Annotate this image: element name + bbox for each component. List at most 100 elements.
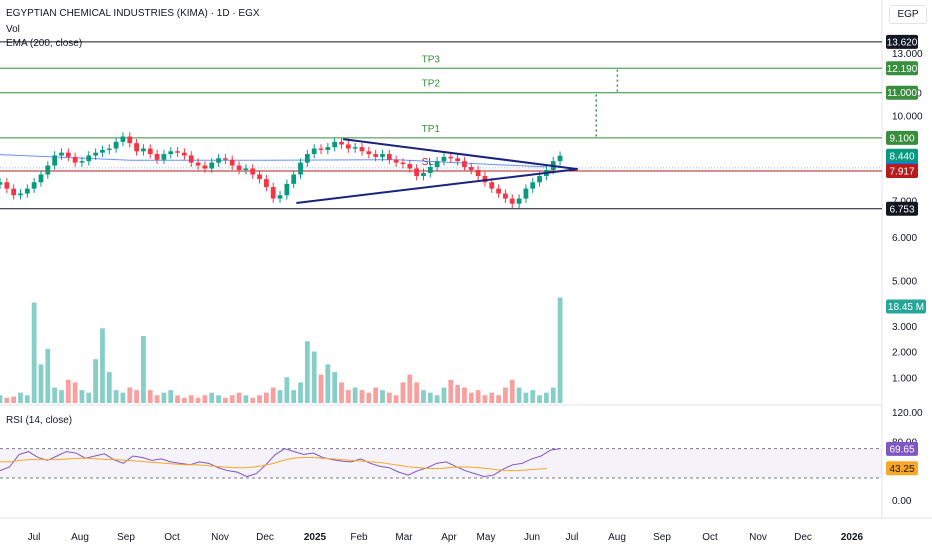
- candle-body: [257, 174, 262, 180]
- volume-tick-label: 3.000: [892, 322, 917, 333]
- volume-bar: [18, 392, 23, 403]
- volume-bar: [489, 392, 495, 403]
- volume-tick-label: 2.000: [892, 348, 917, 359]
- volume-bar: [298, 382, 303, 403]
- candle-body: [188, 155, 194, 163]
- volume-bar: [523, 392, 529, 403]
- candle-body: [134, 143, 139, 152]
- volume-legend[interactable]: Vol: [6, 24, 20, 35]
- volume-bar: [277, 390, 283, 403]
- volume-bar: [509, 379, 515, 403]
- volume-bar: [86, 392, 92, 403]
- price-badge-sl-text: 7.917: [889, 166, 914, 177]
- candle-body: [325, 147, 331, 150]
- volume-bar: [537, 395, 542, 403]
- volume-bar: [325, 364, 331, 403]
- candle-body: [421, 172, 426, 177]
- volume-bar: [448, 379, 454, 403]
- volume-bar: [93, 359, 99, 403]
- volume-bar: [373, 387, 379, 403]
- rsi-legend[interactable]: RSI (14, close): [6, 415, 73, 426]
- currency-button[interactable]: EGP: [889, 5, 927, 24]
- volume-bar: [229, 395, 235, 403]
- candle-body: [291, 174, 297, 184]
- volume-bar: [550, 387, 556, 403]
- candle-body: [31, 182, 37, 189]
- volume-bar: [352, 387, 358, 403]
- price-badge-tp1: [886, 130, 918, 145]
- volume-bar: [386, 392, 392, 403]
- time-tick-label: Feb: [350, 532, 368, 543]
- volume-bar: [24, 395, 30, 403]
- time-tick-label: Nov: [749, 532, 767, 543]
- time-tick-label: Apr: [441, 532, 457, 543]
- volume-bar: [482, 395, 488, 403]
- volume-bar: [366, 392, 372, 403]
- price-badge-tp1-text: 9.100: [889, 133, 914, 144]
- candle-body: [462, 161, 467, 168]
- volume-bar: [100, 328, 105, 403]
- candle-body: [195, 162, 201, 166]
- candle-body: [65, 152, 71, 157]
- time-tick-label: Dec: [794, 532, 812, 543]
- volume-bar: [113, 390, 119, 403]
- volume-bar: [393, 395, 399, 403]
- candle-body: [93, 152, 99, 156]
- level-text-tp2: TP2: [422, 79, 441, 90]
- candle-body: [38, 174, 44, 183]
- candle-body: [277, 195, 283, 199]
- volume-bar: [72, 382, 78, 403]
- candle-body: [175, 151, 180, 153]
- rsi-band: [0, 448, 882, 478]
- candle-body: [373, 154, 379, 157]
- volume-bar: [141, 336, 146, 403]
- volume-bar: [209, 392, 215, 403]
- time-tick-label: May: [477, 532, 496, 543]
- volume-bar: [516, 387, 522, 403]
- candle-body: [407, 164, 413, 169]
- candle-body: [202, 165, 208, 169]
- candle-body: [359, 147, 365, 152]
- rsi-ma-line: [0, 456, 547, 472]
- candle-body: [106, 148, 112, 150]
- volume-bar: [441, 387, 447, 403]
- candle-body: [236, 165, 242, 170]
- candle-body: [339, 141, 344, 145]
- volume-bar: [468, 392, 474, 403]
- volume-bar: [195, 397, 201, 403]
- candle-body: [209, 162, 215, 169]
- candle-body: [120, 136, 126, 142]
- candle-body: [523, 188, 529, 199]
- candle-body: [482, 176, 488, 183]
- rsi-tick-label: 0.00: [892, 496, 912, 507]
- level-text-tp3: TP3: [422, 54, 441, 65]
- price-badge-support-text: 6.753: [889, 204, 914, 215]
- rsi-badge: [886, 441, 918, 456]
- volume-bar: [503, 387, 508, 403]
- volume-bar: [79, 390, 85, 403]
- candle-body: [270, 187, 276, 199]
- candle-body: [250, 168, 256, 175]
- volume-bar: [284, 377, 290, 403]
- time-tick-label: Aug: [71, 532, 89, 543]
- candle-body: [223, 158, 228, 160]
- ema-legend[interactable]: EMA (200, close): [6, 38, 83, 49]
- candle-body: [229, 159, 235, 166]
- time-tick-label: Aug: [608, 532, 626, 543]
- volume-bar: [11, 396, 17, 403]
- volume-bar: [202, 395, 208, 403]
- volume-bar: [291, 390, 297, 403]
- candle-body: [509, 198, 515, 204]
- volume-badge: [886, 299, 926, 314]
- rsi-badge-text: 69.65: [889, 444, 914, 455]
- volume-bar: [400, 382, 406, 403]
- volume-bar: [223, 397, 228, 403]
- volume-bar: [147, 390, 153, 403]
- volume-bar: [332, 372, 338, 403]
- volume-bar: [243, 395, 249, 403]
- time-tick-label: Dec: [256, 532, 274, 543]
- candle-body: [147, 148, 153, 155]
- candle-body: [304, 154, 310, 163]
- candle-body: [141, 148, 146, 152]
